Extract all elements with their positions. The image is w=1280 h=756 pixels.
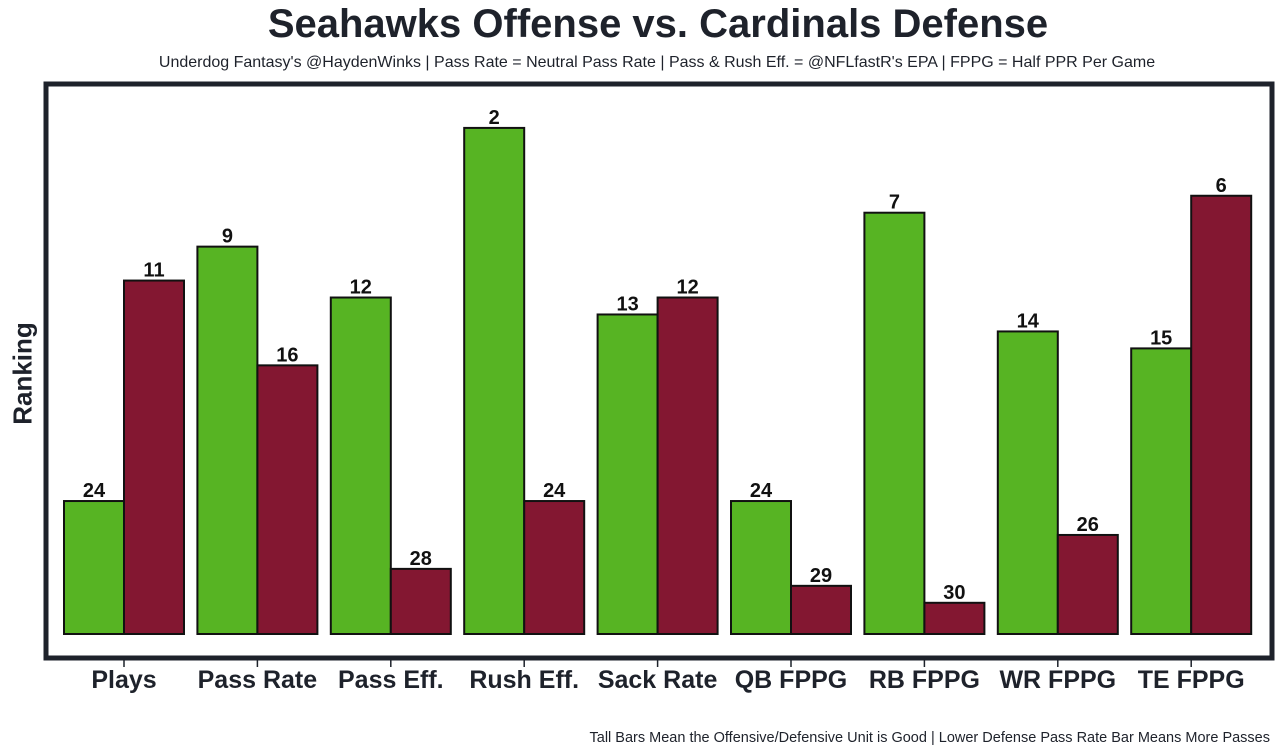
x-tick-label-2: Pass Eff. — [338, 666, 444, 694]
offense-bar-8 — [1130, 347, 1193, 635]
defense-value-label-1: 16 — [276, 344, 298, 366]
defense-value-label-0: 11 — [143, 260, 164, 282]
defense-bar-8 — [1190, 194, 1253, 635]
defense-value-label-6: 30 — [943, 582, 965, 604]
defense-bar-4 — [656, 296, 719, 635]
defense-bar-6 — [923, 601, 986, 635]
chart-caption: Tall Bars Mean the Offensive/Defensive U… — [589, 730, 1270, 746]
defense-bar-2 — [389, 567, 452, 635]
offense-value-label-6: 7 — [889, 192, 900, 214]
offense-value-label-1: 9 — [222, 226, 233, 248]
x-tick-label-7: WR FPPG — [999, 666, 1116, 694]
offense-bar-3 — [463, 126, 526, 635]
chart-subtitle: Underdog Fantasy's @HaydenWinks | Pass R… — [158, 54, 1156, 71]
defense-bar-3 — [523, 500, 586, 635]
defense-value-label-5: 29 — [810, 565, 832, 587]
x-tick-label-6: RB FPPG — [869, 666, 980, 694]
bar-labels-group: 24 11 9 16 12 28 2 24 13 12 24 29 7 30 14 26 15 6 — [83, 107, 1227, 604]
defense-bar-5 — [790, 584, 852, 636]
defense-bar-0 — [123, 279, 185, 635]
offense-value-label-3: 2 — [489, 107, 500, 129]
offense-bar-0 — [63, 500, 125, 635]
offense-value-label-0: 24 — [83, 480, 106, 502]
offense-value-label-5: 24 — [750, 480, 773, 502]
offense-value-label-2: 12 — [350, 277, 372, 299]
bars-group — [63, 126, 1253, 636]
offense-bar-5 — [730, 500, 792, 635]
defense-value-label-7: 26 — [1077, 514, 1099, 536]
defense-value-label-8: 6 — [1216, 175, 1227, 197]
x-tick-label-3: Rush Eff. — [469, 666, 579, 694]
x-axis: Plays Pass Rate Pass Eff. Rush Eff. Sack Rat… — [91, 660, 1245, 694]
offense-value-label-7: 14 — [1017, 310, 1040, 332]
defense-bar-7 — [1056, 533, 1119, 636]
x-tick-label-8: TE FPPG — [1138, 666, 1245, 694]
offense-value-label-8: 15 — [1150, 327, 1172, 349]
offense-value-label-4: 13 — [616, 293, 638, 315]
defense-value-label-4: 12 — [676, 277, 698, 299]
offense-bar-2 — [329, 296, 392, 635]
defense-value-label-2: 28 — [410, 548, 432, 570]
chart-title: Seahawks Offense vs. Cardinals Defense — [267, 2, 1049, 46]
defense-bar-1 — [256, 364, 319, 635]
x-tick-label-5: QB FPPG — [735, 666, 848, 694]
offense-bar-6 — [863, 211, 926, 635]
x-tick-label-4: Sack Rate — [598, 666, 718, 694]
offense-bar-7 — [996, 330, 1059, 635]
offense-bar-4 — [596, 313, 659, 635]
plot-panel-border — [43, 81, 1275, 661]
defense-value-label-3: 24 — [543, 480, 566, 502]
offense-bar-1 — [196, 245, 259, 635]
x-tick-label-0: Plays — [91, 666, 156, 694]
x-tick-label-1: Pass Rate — [198, 666, 318, 694]
